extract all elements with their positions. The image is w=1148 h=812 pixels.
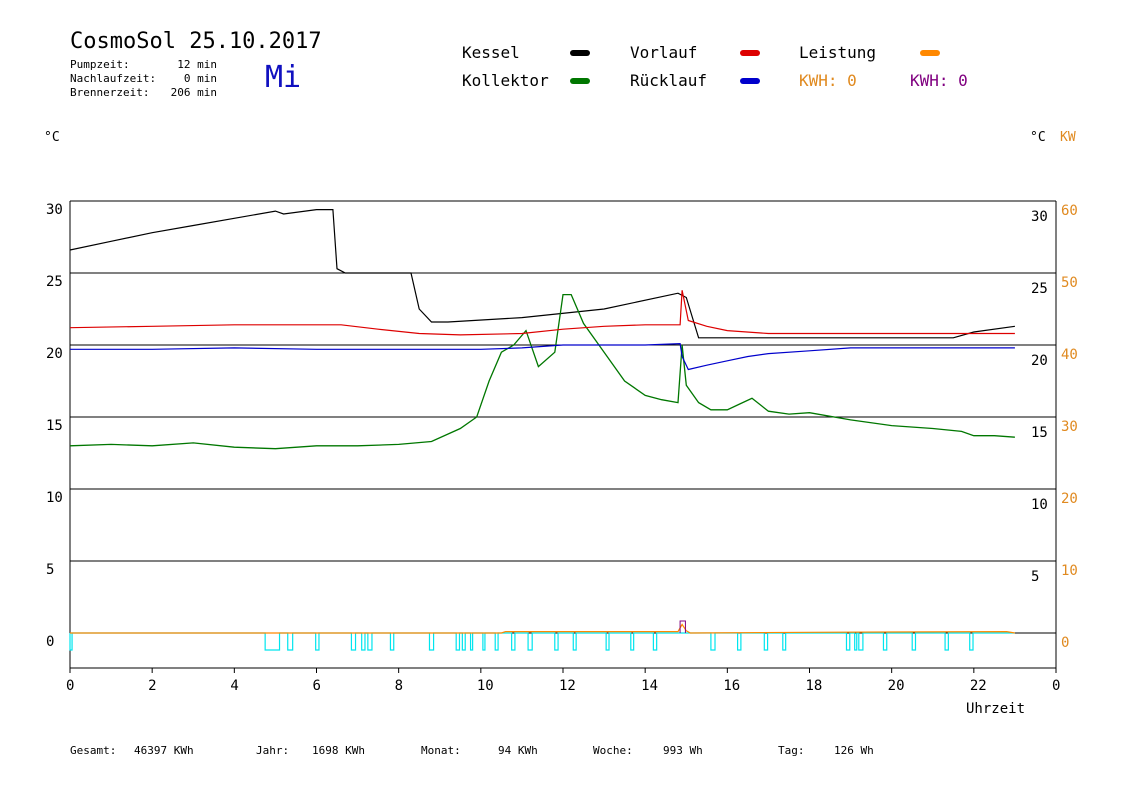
footer-gesamt-label: Gesamt: — [70, 744, 117, 757]
y-tick-left-5: 5 — [46, 562, 54, 578]
y-tick-right-30: 30 — [1031, 209, 1048, 225]
footer-monat-value: 94 KWh — [498, 744, 538, 757]
series-kessel — [69, 209, 1015, 339]
pump-signal — [69, 632, 1015, 651]
legend-vorlauf-swatch — [740, 50, 760, 56]
legend-kessel-label: Kessel — [462, 43, 520, 62]
legend-vorlauf-label: Vorlauf — [630, 43, 698, 62]
legend-kwh-leistung: KWH: 0 — [799, 71, 857, 90]
y-tick-right-15: 15 — [1031, 425, 1048, 441]
legend-kollektor-swatch — [570, 78, 590, 84]
stat-nachlaufzeit-value: 0 min — [183, 72, 217, 85]
stat-brennerzeit-value: 206 min — [170, 86, 217, 99]
x-tick-12: 0 — [1052, 678, 1060, 694]
y-tick-right-25: 25 — [1031, 281, 1048, 297]
y-tick-left-25: 25 — [46, 274, 63, 290]
page-title: CosmoSol 25.10.2017 — [70, 29, 322, 54]
stat-pumpzeit-label: Pumpzeit: — [70, 58, 130, 71]
y-tick-kw-60: 60 — [1061, 203, 1078, 219]
x-tick-9: 18 — [806, 678, 823, 694]
weekday-label: Mi — [265, 60, 302, 95]
x-tick-10: 20 — [888, 678, 905, 694]
footer-tag-value: 126 Wh — [834, 744, 874, 757]
y-tick-kw-50: 50 — [1061, 275, 1078, 291]
y-tick-kw-40: 40 — [1061, 347, 1078, 363]
left-axis-unit: °C — [44, 130, 60, 145]
y-tick-left-30: 30 — [46, 202, 63, 218]
right2-axis-unit: KW — [1060, 130, 1076, 145]
legend-kwh-secondary: KWH: 0 — [910, 71, 968, 90]
y-tick-kw-0: 0 — [1061, 635, 1069, 651]
x-tick-0: 0 — [66, 678, 74, 694]
series-vorlauf — [69, 290, 1015, 336]
x-tick-6: 12 — [559, 678, 576, 694]
y-tick-left-15: 15 — [46, 418, 63, 434]
x-tick-5: 10 — [477, 678, 494, 694]
y-tick-left-20: 20 — [46, 346, 63, 362]
legend-ruecklauf-label: Rücklauf — [630, 71, 708, 90]
y-tick-right-20: 20 — [1031, 353, 1048, 369]
x-tick-11: 22 — [970, 678, 987, 694]
y-tick-left-0: 0 — [46, 634, 54, 650]
footer-tag-label: Tag: — [778, 744, 805, 757]
footer-jahr-value: 1698 KWh — [312, 744, 365, 757]
y-tick-kw-10: 10 — [1061, 563, 1078, 579]
footer-jahr-label: Jahr: — [256, 744, 290, 757]
x-tick-4: 8 — [395, 678, 403, 694]
stat-nachlaufzeit-label: Nachlaufzeit: — [70, 72, 157, 85]
y-tick-kw-30: 30 — [1061, 419, 1078, 435]
footer-woche-label: Woche: — [593, 744, 633, 757]
x-tick-2: 4 — [230, 678, 238, 694]
stat-pumpzeit-value: 12 min — [177, 58, 217, 71]
x-tick-7: 14 — [641, 678, 658, 694]
x-axis-label: Uhrzeit — [966, 701, 1026, 717]
kwh-pulse — [679, 620, 686, 633]
y-tick-left-10: 10 — [46, 490, 63, 506]
legend-kessel-swatch — [570, 50, 590, 56]
y-tick-kw-20: 20 — [1061, 491, 1078, 507]
series-rücklauf — [70, 342, 1015, 371]
x-tick-8: 16 — [723, 678, 740, 694]
right-axis-unit: °C — [1030, 130, 1046, 145]
legend-leistung-label: Leistung — [799, 43, 877, 62]
legend-leistung-swatch — [920, 50, 940, 56]
series-kollektor — [69, 293, 1015, 450]
footer-woche-value: 993 Wh — [663, 744, 703, 757]
x-tick-1: 2 — [148, 678, 156, 694]
footer-gesamt-value: 46397 KWh — [134, 744, 194, 757]
y-tick-right-10: 10 — [1031, 497, 1048, 513]
series-leistung — [70, 623, 1016, 634]
x-tick-3: 6 — [313, 678, 321, 694]
legend-kollektor-label: Kollektor — [462, 71, 549, 90]
footer-monat-label: Monat: — [421, 744, 461, 757]
legend-ruecklauf-swatch — [740, 78, 760, 84]
y-tick-right-5: 5 — [1031, 569, 1039, 585]
stat-brennerzeit-label: Brennerzeit: — [70, 86, 150, 99]
